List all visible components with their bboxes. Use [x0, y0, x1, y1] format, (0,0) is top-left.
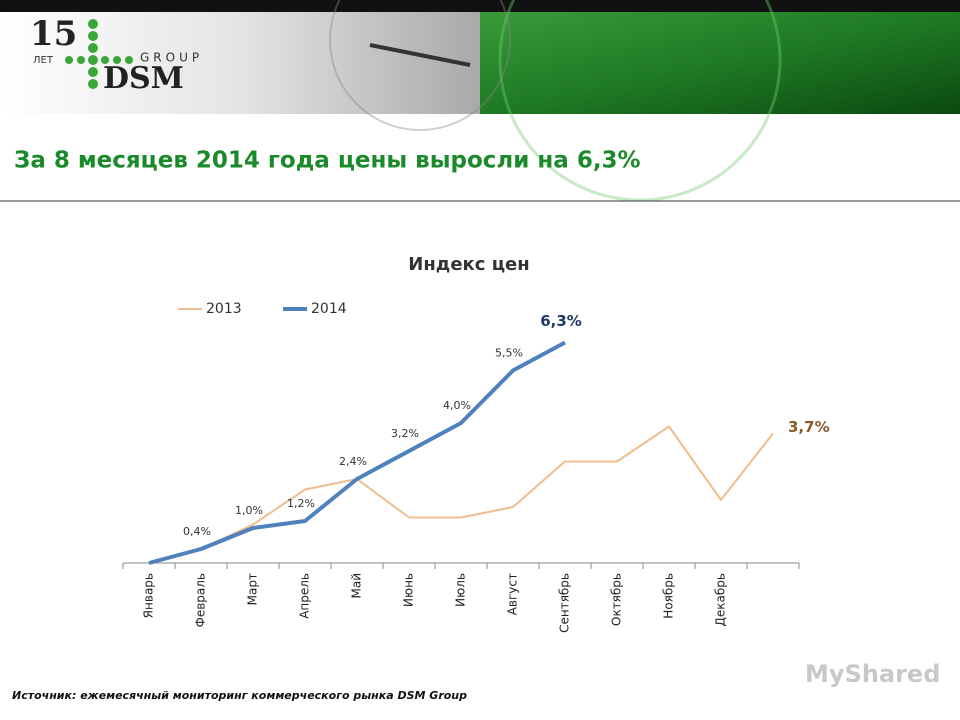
x-tick-label: Август	[506, 573, 520, 615]
chart-title: Индекс цен	[408, 254, 529, 275]
data-label: 1,2%	[287, 497, 315, 510]
data-label: 3,7%	[788, 418, 830, 436]
x-tick-label: Апрель	[298, 573, 312, 619]
data-label: 1,0%	[235, 504, 263, 517]
source-note: Источник: ежемесячный мониторинг коммерч…	[12, 689, 467, 702]
clock-decor	[329, 0, 511, 131]
series-line	[148, 425, 774, 564]
logo-dots	[65, 19, 133, 89]
banner-right	[480, 12, 960, 114]
x-tick-label: Июнь	[402, 573, 416, 607]
logo-years: ЛЕТ	[33, 55, 54, 66]
x-tick-label: Март	[246, 573, 260, 605]
data-label: 3,2%	[391, 427, 419, 440]
x-tick-label: Октябрь	[610, 573, 624, 626]
data-label: 4,0%	[443, 399, 471, 412]
data-label: 5,5%	[495, 347, 523, 360]
logo-group: GROUP	[140, 51, 203, 65]
legend-label: 2014	[311, 301, 347, 317]
logo-number: 15	[30, 14, 77, 54]
x-tick-label: Декабрь	[714, 573, 728, 626]
x-tick-label: Июль	[454, 573, 468, 607]
watermark: MyShared	[805, 660, 940, 688]
clock-decor	[498, 0, 782, 202]
legend-label: 2013	[206, 301, 242, 317]
x-tick-label: Январь	[142, 573, 156, 618]
x-tick-label: Май	[350, 573, 364, 599]
top-strip	[0, 0, 960, 12]
slide-title: За 8 месяцев 2014 года цены выросли на 6…	[14, 148, 641, 174]
data-label: 6,3%	[540, 312, 582, 330]
series-line	[148, 340, 566, 565]
x-tick-label: Февраль	[194, 573, 208, 628]
x-tick-label: Ноябрь	[662, 573, 676, 619]
clock-hand	[369, 43, 471, 67]
logo-brand: DSM	[103, 61, 184, 96]
data-label: 0,4%	[183, 525, 211, 538]
data-label: 2,4%	[339, 455, 367, 468]
x-tick-label: Сентябрь	[558, 573, 572, 633]
